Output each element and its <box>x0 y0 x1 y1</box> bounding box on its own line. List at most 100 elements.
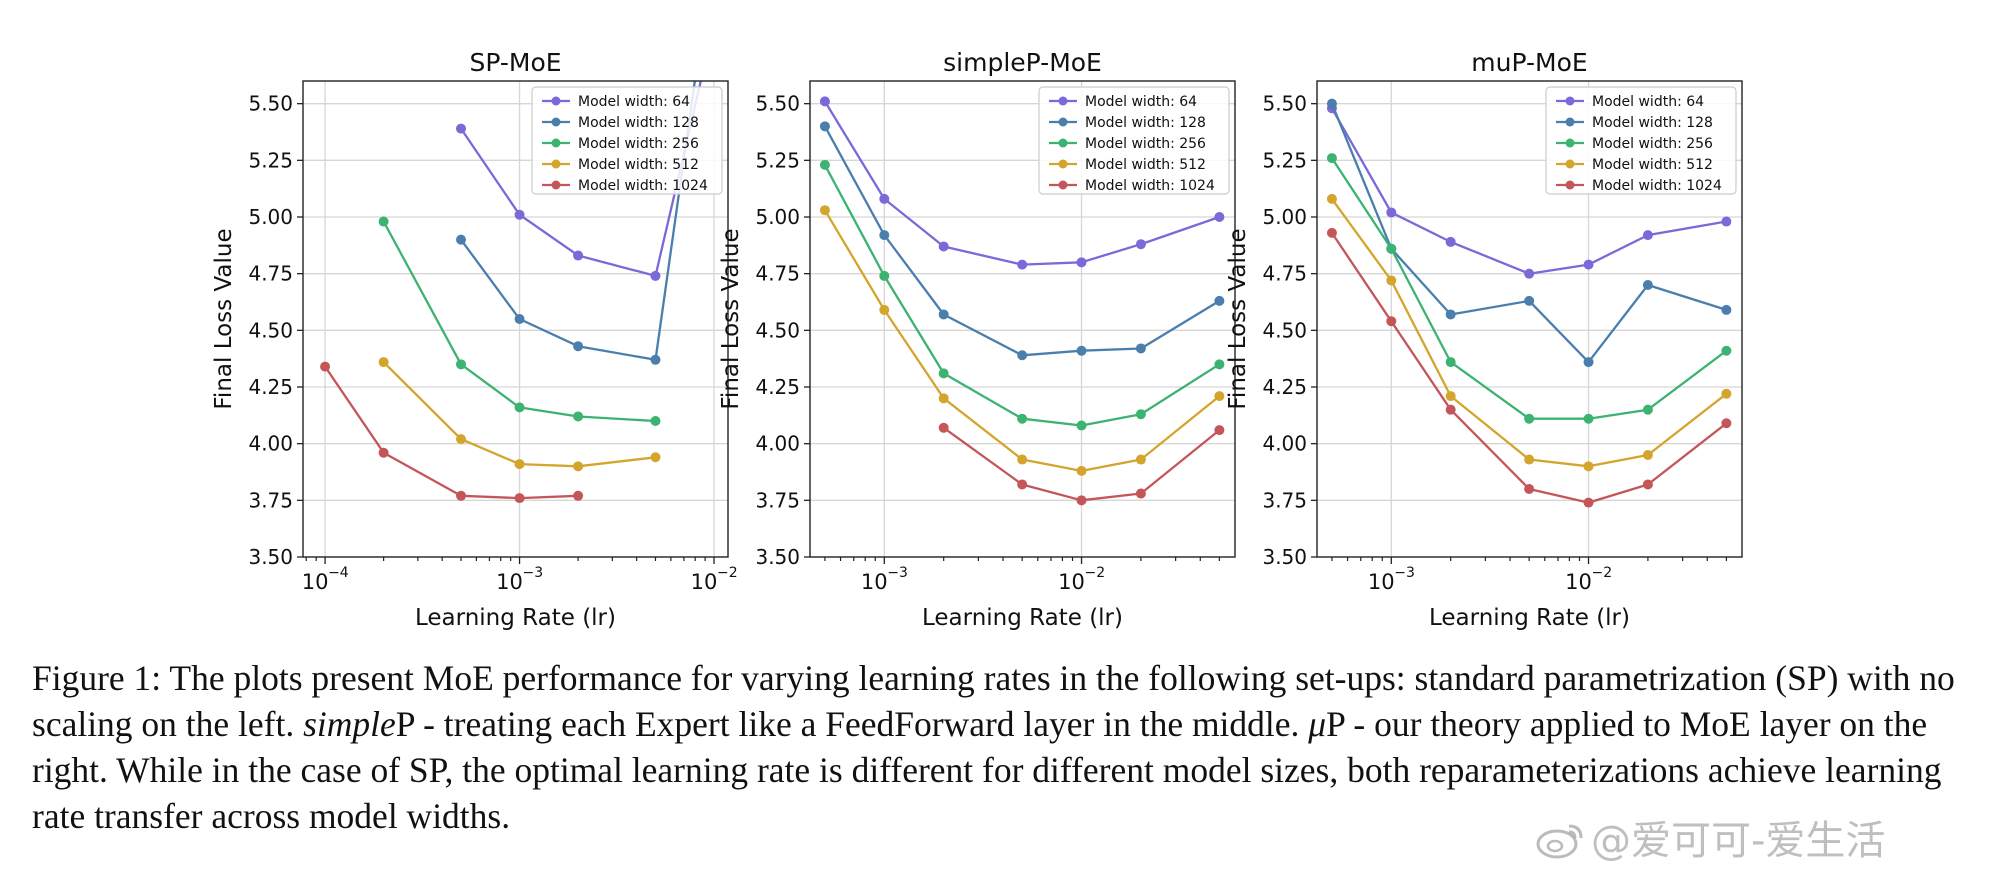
panel-3-y-axis-label: Final Loss Value <box>1225 228 1251 409</box>
data-point <box>650 270 661 281</box>
panel-3-y-axis: 3.50 3.75 4.00 4.25 4.50 4.75 5.00 5.25 5.50 <box>1262 92 1317 569</box>
y-tick-label: 4.00 <box>248 432 293 456</box>
data-point <box>1386 316 1397 327</box>
panel-2-series <box>819 96 1225 506</box>
data-point <box>1445 357 1456 368</box>
legend-label: Model width: 64 <box>578 94 690 110</box>
y-tick-label: 3.50 <box>755 545 800 569</box>
data-point <box>1135 343 1146 354</box>
data-point <box>573 411 584 422</box>
legend-marker <box>551 96 561 106</box>
data-point <box>1017 259 1028 270</box>
data-point <box>456 490 467 501</box>
data-point <box>1524 454 1535 465</box>
y-tick-label: 4.25 <box>755 375 800 399</box>
data-point <box>1214 359 1225 370</box>
watermark: @爱可可-爱生活 <box>1535 808 1885 866</box>
caption-part-1: Figure 1: The plots present MoE performa… <box>32 658 1955 744</box>
panel-2-y-axis: 3.50 3.75 4.00 4.25 4.50 4.75 5.00 5.25 5.50 <box>755 92 810 569</box>
caption-italic-simple: simple <box>303 704 396 744</box>
data-point <box>1214 295 1225 306</box>
data-point <box>1017 350 1028 361</box>
data-point <box>1326 98 1337 109</box>
data-point <box>1076 420 1087 431</box>
x-tick-exponent: −4 <box>328 565 349 581</box>
data-point <box>378 216 389 227</box>
y-tick-label: 5.50 <box>755 92 800 116</box>
data-point <box>1524 295 1535 306</box>
data-point <box>819 159 830 170</box>
data-point <box>1326 227 1337 238</box>
data-point <box>1445 309 1456 320</box>
legend-label: Model width: 512 <box>578 157 699 173</box>
data-point <box>1076 345 1087 356</box>
y-tick-label: 4.50 <box>1262 318 1307 342</box>
legend-marker <box>1058 180 1068 190</box>
y-tick-label: 4.50 <box>248 318 293 342</box>
legend-marker <box>551 159 561 169</box>
data-point <box>1524 268 1535 279</box>
panel-3-series <box>1326 98 1732 508</box>
y-tick-label: 5.25 <box>1262 148 1307 172</box>
weibo-logo-icon <box>1536 824 1583 859</box>
data-point <box>1721 304 1732 315</box>
legend-marker <box>1565 138 1575 148</box>
legend-marker <box>1058 138 1068 148</box>
data-point <box>1135 454 1146 465</box>
data-point <box>938 309 949 320</box>
data-point <box>1214 425 1225 436</box>
legend-label: Model width: 256 <box>1085 136 1206 152</box>
caption-italic-mu: μ <box>1308 704 1327 744</box>
x-tick-label: 10 <box>302 570 329 594</box>
data-point <box>1326 153 1337 164</box>
data-point <box>573 461 584 472</box>
y-tick-label: 3.50 <box>1262 545 1307 569</box>
y-tick-label: 5.50 <box>1262 92 1307 116</box>
panel-1-legend: Model width: 64 Model width: 128 Model wid… <box>531 86 723 195</box>
data-point <box>938 393 949 404</box>
panel-2-x-axis-label: Learning Rate (lr) <box>922 605 1123 631</box>
series-line-5 <box>324 365 579 500</box>
data-point <box>378 357 389 368</box>
data-point <box>1583 357 1594 368</box>
panel-3-axes-frame <box>1316 80 1743 558</box>
y-tick-label: 5.25 <box>248 148 293 172</box>
panel-1-y-axis-label: Final Loss Value <box>211 228 237 409</box>
data-point <box>1642 230 1653 241</box>
data-point <box>1642 479 1653 490</box>
legend-label: Model width: 512 <box>1085 157 1206 173</box>
x-tick-exponent: −2 <box>1085 565 1106 581</box>
legend-label: Model width: 512 <box>1592 157 1713 173</box>
data-point <box>1445 236 1456 247</box>
panel-1-x-axis: 10 −4 10 −3 10 −2 <box>302 557 738 594</box>
data-point <box>819 96 830 107</box>
legend-marker <box>1565 96 1575 106</box>
data-point <box>650 354 661 365</box>
legend-marker <box>1565 117 1575 127</box>
data-point <box>456 434 467 445</box>
caption-part-3: P - treating each Expert like a FeedForw… <box>395 704 1309 744</box>
y-tick-label: 3.75 <box>755 488 800 512</box>
data-point <box>456 123 467 134</box>
x-tick-exponent: −2 <box>1592 565 1613 581</box>
data-point <box>514 402 525 413</box>
data-point <box>1017 413 1028 424</box>
data-point <box>938 241 949 252</box>
panel-2-x-axis: 10 −3 10 −2 <box>861 557 1105 594</box>
legend-box <box>1038 86 1230 195</box>
data-point <box>378 447 389 458</box>
legend-label: Model width: 1024 <box>1085 178 1215 194</box>
data-point <box>514 459 525 470</box>
data-point <box>709 19 719 29</box>
x-tick-exponent: −3 <box>887 565 908 581</box>
legend-label: Model width: 1024 <box>578 178 708 194</box>
data-point <box>1214 391 1225 402</box>
y-tick-label: 4.00 <box>755 432 800 456</box>
data-point <box>879 230 890 241</box>
data-point <box>1721 418 1732 429</box>
panel-3-x-axis: 10 −3 10 −2 <box>1368 557 1612 594</box>
legend-marker <box>551 180 561 190</box>
data-point <box>650 452 661 463</box>
x-tick-label: 10 <box>496 570 523 594</box>
